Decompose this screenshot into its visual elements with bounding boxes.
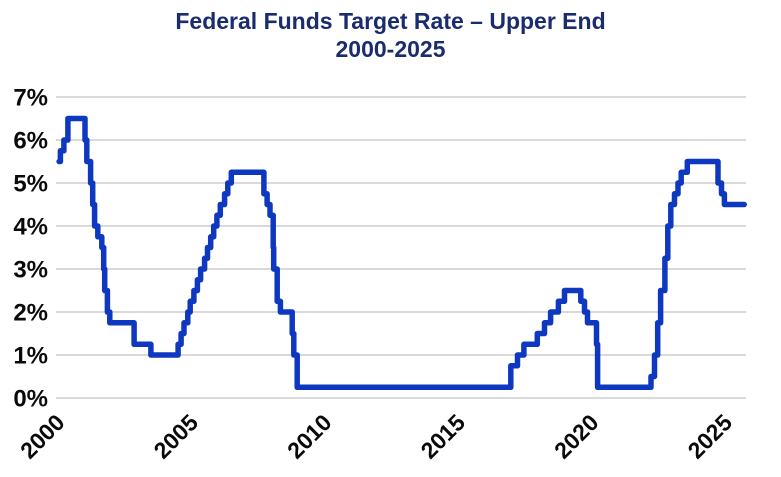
fed-funds-rate-line — [56, 115, 747, 391]
x-tick-label: 2025 — [682, 409, 737, 464]
y-tick-label: 4% — [13, 214, 48, 241]
y-axis-tick-labels: 0% 1% 2% 3% 4% 5% 6% 7% — [13, 85, 48, 413]
y-tick-label: 6% — [13, 128, 48, 155]
x-axis-tick-labels: 2000 2005 2010 2015 2020 2025 — [15, 409, 737, 464]
x-tick-label: 2015 — [415, 409, 470, 464]
y-tick-label: 7% — [13, 85, 48, 112]
y-tick-label: 5% — [13, 171, 48, 198]
y-tick-label: 2% — [13, 300, 48, 327]
y-tick-label: 1% — [13, 343, 48, 370]
x-tick-label: 2020 — [549, 409, 604, 464]
x-tick-label: 2005 — [148, 409, 203, 464]
x-tick-label: 2000 — [15, 409, 70, 464]
gridlines — [56, 96, 746, 399]
y-tick-label: 3% — [13, 257, 48, 284]
x-tick-label: 2010 — [282, 409, 337, 464]
y-tick-label: 0% — [13, 386, 48, 413]
